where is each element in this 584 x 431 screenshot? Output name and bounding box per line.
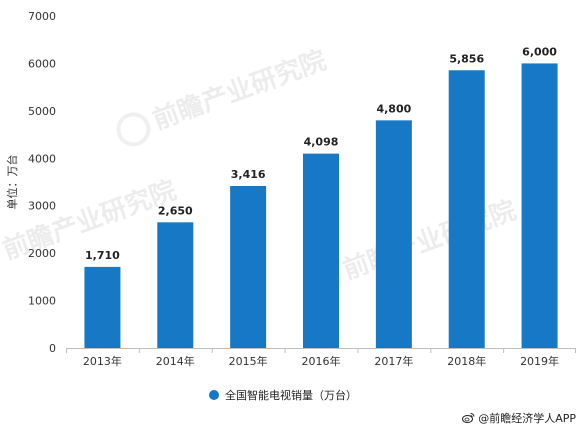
y-tick-label: 2000 [28,247,56,260]
y-tick-label: 0 [49,342,56,355]
y-tick-label: 7000 [28,10,56,23]
bar-value-label: 3,416 [231,168,266,181]
x-tick-label: 2013年 [83,354,122,368]
bar-value-label: 5,856 [449,52,484,65]
bar [448,70,485,348]
bar [303,153,339,348]
bar-value-label: 6,000 [522,45,557,58]
source-credit: @前瞻经济学人APP [462,410,576,426]
y-tick-label: 5000 [28,105,56,118]
data-labels: 1,710 2,650 3,416 4,098 4,800 5,856 6,000 [85,45,557,261]
x-tick-label: 2016年 [302,354,341,368]
y-tick-label: 4000 [28,152,56,165]
x-tick-label: 2019年 [520,354,559,368]
watermark-logo [116,112,151,147]
bar-value-label: 1,710 [85,249,120,262]
bar-value-label: 4,098 [304,136,339,149]
bar [230,185,267,348]
bar [521,63,558,349]
bar-series [84,63,558,349]
legend-swatch [209,390,219,400]
x-tick-label: 2017年 [374,354,413,368]
x-tick-label: 2018年 [447,354,486,368]
y-tick-label: 6000 [28,57,56,70]
y-tick-label: 3000 [28,200,56,213]
watermark-text: 前瞻产业研究院 [339,195,521,286]
legend-label: 全国智能电视销量（万台） [225,388,357,402]
bar-value-label: 4,800 [376,102,411,115]
x-tick-label: 2014年 [156,354,195,368]
bar-value-label: 2,650 [158,204,193,217]
bar [375,120,412,348]
y-tick-label: 1000 [28,295,56,308]
y-axis-title: 单位：万台 [5,155,19,210]
x-tick-label: 2015年 [229,354,268,368]
weibo-icon [462,413,475,423]
legend: 全国智能电视销量（万台） [209,388,357,402]
watermark-text: 前瞻产业研究院 [149,45,331,136]
credit-text: @前瞻经济学人APP [478,412,576,425]
chart-axes: 0 1000 2000 3000 4000 5000 6000 7000 2013年 2014年 2… [5,10,576,368]
watermark: 前瞻产业研究院 [116,45,331,147]
bar [157,222,194,348]
bar [84,266,121,348]
